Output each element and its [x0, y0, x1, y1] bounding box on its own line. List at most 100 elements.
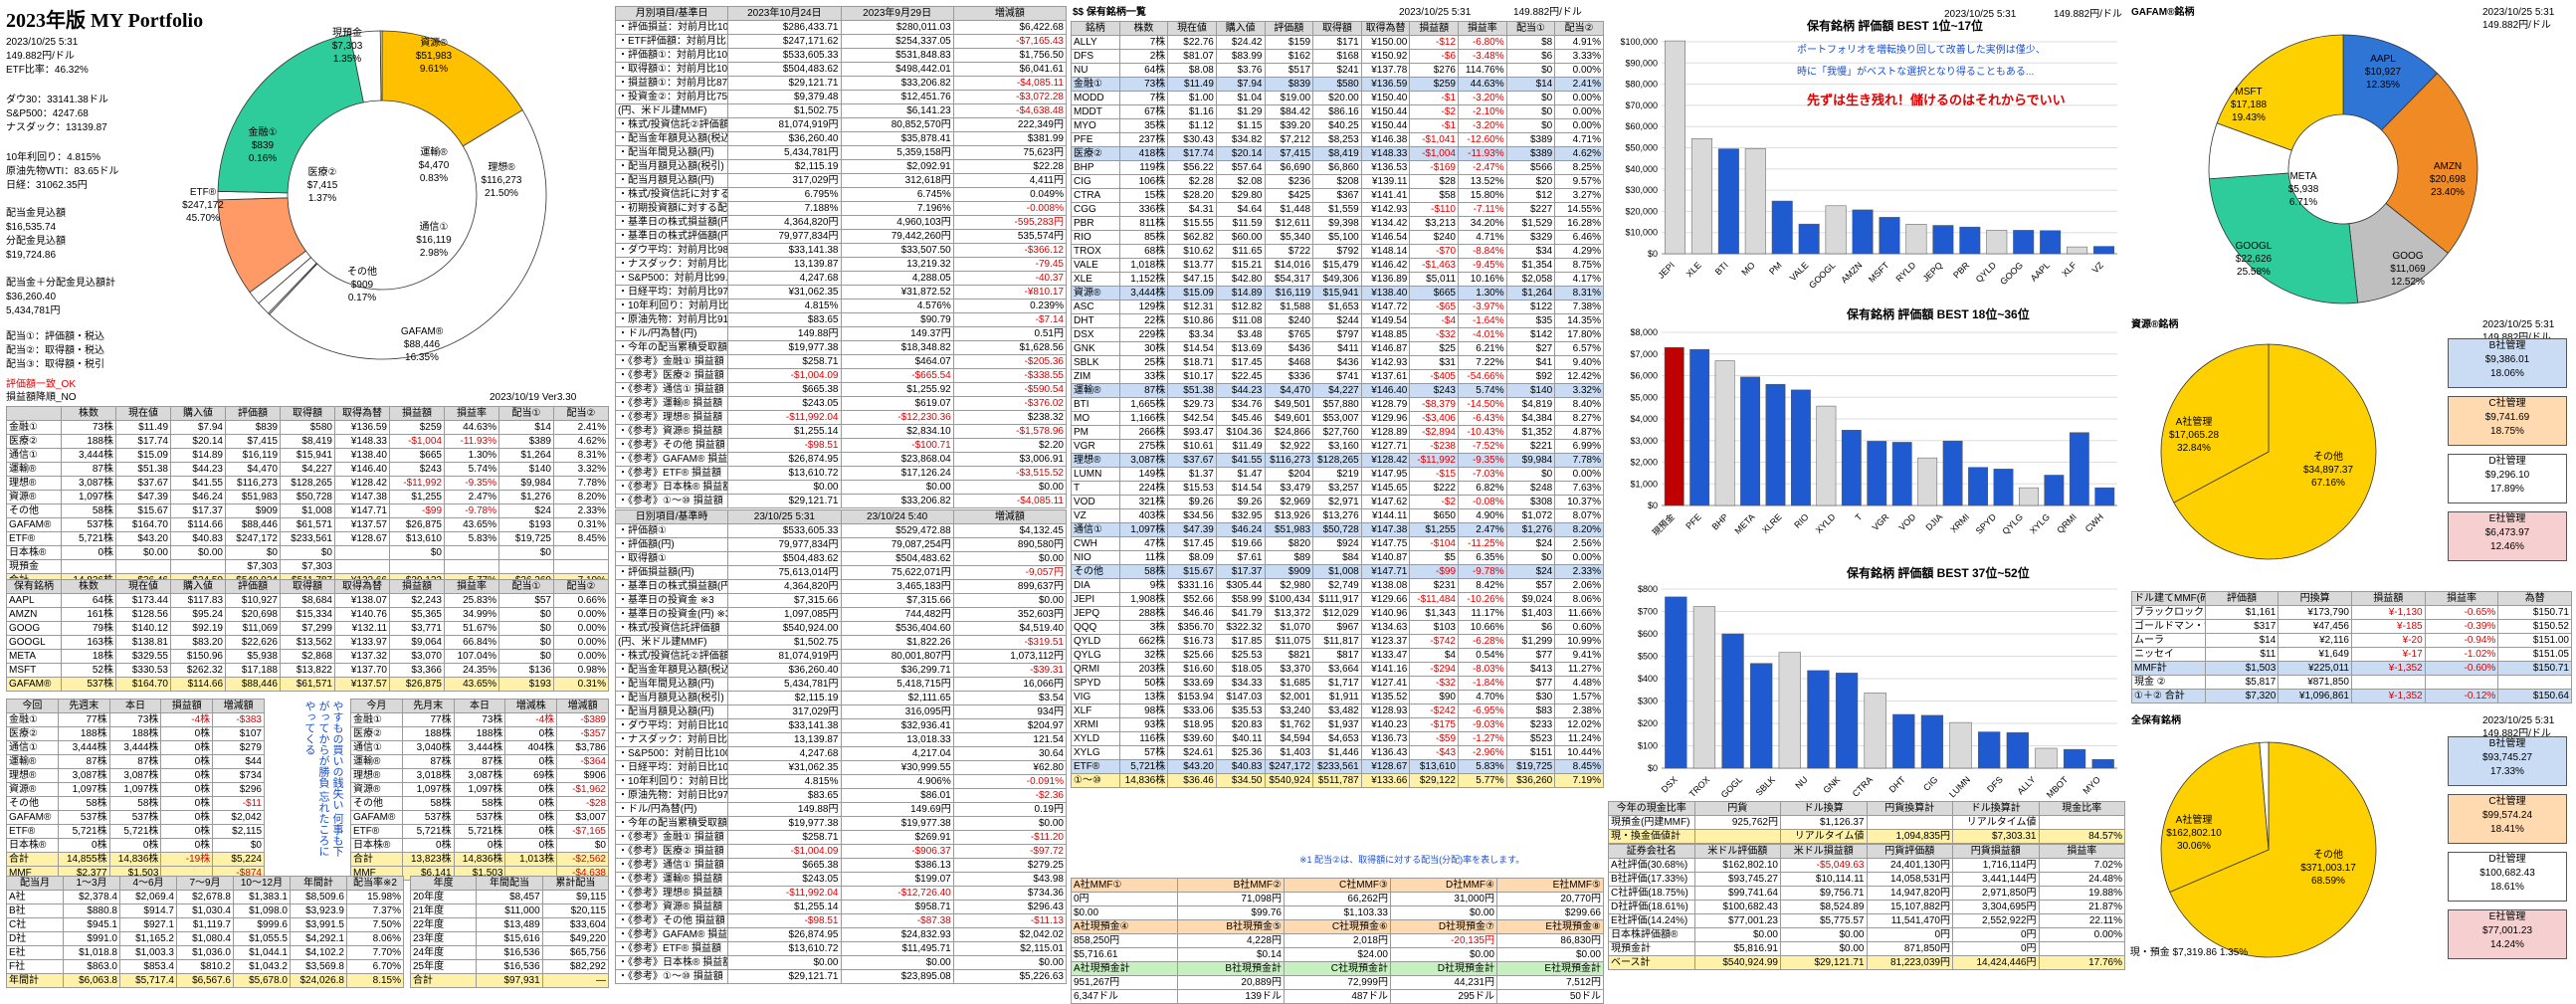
month-cell: -$7,165.43: [952, 34, 1068, 49]
holding-cell: $1.15: [1215, 118, 1266, 133]
mmfbank-row: ブラックロック $1,161 ¥173,790 ¥-1,130 -0.65% $150.7…: [2131, 605, 2572, 620]
holding-cell: $511,787: [1312, 773, 1362, 788]
mmf-cell: 4,228円: [1177, 933, 1285, 948]
holding-cell: $650: [1409, 508, 1459, 523]
monthly-cmp-row: その他 58株 58株 0株 -$28: [350, 796, 609, 811]
holding-cell: $49,501: [1264, 397, 1314, 412]
gafam-cell: $17,188: [225, 663, 281, 678]
holding-subtotal-row: 通信① 1,097株 $47.39 $46.24 $51,983 $50,728 ¥147.…: [1071, 522, 1604, 537]
weekly-cell: 医療②: [6, 726, 59, 741]
sector-cell: 1.30%: [444, 448, 499, 463]
holding-cell: $468: [1264, 355, 1314, 370]
mmf-cell: 6,347ドル: [1071, 989, 1178, 1004]
sector-cell: $1,008: [280, 503, 335, 518]
mmf-cell: D社現預金⑦: [1390, 919, 1497, 934]
holding-cell: 4.71%: [1458, 230, 1507, 245]
gafam-cell: 24.35%: [444, 663, 499, 678]
holding-cell: ¥127.41: [1360, 676, 1411, 691]
holding-cell: その他: [1071, 564, 1120, 579]
holding-row: BTI 1,665株 $29.73 $34.76 $49,501 $57,880 ¥128.…: [1071, 397, 1604, 412]
year-header-cell: 累計配当: [541, 876, 610, 891]
gafam-donut-label-text: 19.43%: [2232, 112, 2266, 123]
sector-cell: $14.89: [170, 448, 226, 463]
chart3-ytick: $500: [1638, 652, 1658, 662]
holding-cell: 1.57%: [1554, 690, 1604, 704]
day-cell: 16,066円: [952, 677, 1068, 692]
sector-cell: $839: [225, 420, 281, 435]
div-val3: $36,260.40: [6, 292, 57, 302]
chart3-ytick: $400: [1638, 674, 1658, 684]
all-holdings-pie-chart: A社管理$162,802.1030.06%その他$371,003.1768.59…: [2130, 741, 2377, 958]
month-cell: 5,434,781円: [727, 145, 842, 160]
mmfbank-cell: $150.71: [2497, 605, 2572, 620]
company-cell: ベース計: [1608, 955, 1695, 970]
holding-row: JEPQ 288株 $46.46 $41.79 $13,372 $12,029 ¥140.9…: [1071, 606, 1604, 621]
sector-row: 現預金 $7,303 $7,303: [6, 559, 609, 574]
holding-cell: 288株: [1118, 606, 1169, 621]
day-cell: ・株式/投資信託②評価額: [614, 649, 729, 664]
all-legend-text: $93,745.27: [2481, 752, 2533, 763]
holding-cell: 275株: [1118, 439, 1169, 454]
chart1-xtick: VZ: [2090, 260, 2106, 276]
holding-cell: $1,299: [1505, 634, 1556, 649]
holding-cell: $19,725: [1505, 759, 1556, 774]
sector-cell: $909: [225, 503, 281, 518]
holding-cell: ¥150.40: [1360, 91, 1411, 105]
holding-cell: $24,866: [1264, 425, 1314, 440]
company-cell: -$5,049.63: [1780, 858, 1868, 873]
mmfbank-cell: [2497, 675, 2572, 690]
monthly-cmp-cell: 理想®: [350, 768, 403, 783]
sector-cell: $17.37: [170, 503, 226, 518]
chart1-ytick: $10,000: [1625, 228, 1658, 238]
holding-cell: VZ: [1071, 508, 1120, 523]
gafam-cell: $262.32: [170, 663, 226, 678]
gafam-donut-label-text: $22,626: [2236, 254, 2273, 265]
holding-cell: $28: [1409, 174, 1459, 189]
holding-cell: -$294: [1409, 662, 1459, 677]
div-cell: F社: [6, 959, 64, 974]
monthly-cmp-subtotal-row: 合計 13,823株 14,836株 1,013株 -$2,562: [350, 852, 609, 867]
holding-cell: $20: [1505, 174, 1556, 189]
holding-row: JEPI 1,908株 $52.66 $58.99 $100,434 $111,917 ¥1…: [1071, 592, 1604, 607]
holding-row: PM 266株 $93.47 $104.36 $24,866 $27,760 ¥128.89…: [1071, 425, 1604, 440]
month-cell: $1,756.50: [952, 48, 1068, 63]
all-legend-text: $77,001.23: [2481, 925, 2533, 936]
year-cell: 合計: [409, 973, 478, 988]
day-cell: -$11,992.04: [727, 886, 842, 901]
holding-cell: $3.34: [1167, 327, 1217, 342]
sector-cell: 73株: [61, 420, 116, 435]
div-row: C社 $945.1 $927.1 $1,119.7 $999.6 $3,991.5 7.50…: [6, 917, 404, 932]
company-header-cell: 円貨損益額: [1952, 844, 2040, 859]
mmf-cell: 2,018円: [1284, 933, 1391, 948]
day-cell: $86.01: [840, 788, 954, 803]
weekly-cell: $2,115: [212, 824, 265, 839]
holding-cell: $12.82: [1215, 300, 1266, 314]
year-cell: $16,536: [476, 959, 543, 974]
holding-cell: $1,559: [1312, 202, 1362, 217]
month-cell: $35,878.41: [840, 131, 954, 146]
mmfbank-header-cell: 損益額: [2350, 591, 2426, 606]
holding-cell: -9.45%: [1458, 258, 1507, 273]
gafam-donut-label-text: AAPL: [2370, 54, 2396, 65]
cash-header-cell: ドル換算: [1780, 801, 1868, 816]
holding-cell: 6.46%: [1554, 230, 1604, 245]
gafam-cell: $114.66: [170, 677, 226, 692]
div-cell: $945.1: [63, 917, 120, 932]
holding-cell: $11,075: [1264, 634, 1314, 649]
gafam-cell: $2,243: [389, 593, 445, 608]
holding-cell: 金融①: [1071, 77, 1120, 92]
holding-cell: $14: [1505, 77, 1556, 92]
sector-row: 資源® 1,097株 $47.39 $46.24 $51,983 $50,728 ¥147.…: [6, 490, 609, 504]
cash-cell: 現・換金価値計: [1608, 829, 1695, 844]
holding-cell: $8.08: [1167, 63, 1217, 78]
holding-cell: $17.37: [1215, 564, 1266, 579]
month-cell: ・損益額①：対前月比87.7%: [614, 76, 729, 91]
cash-cell: $7,303.31: [1952, 829, 2040, 844]
sector-cell: $4,470: [225, 462, 281, 477]
month-cell: $9,379.48: [727, 90, 842, 104]
weekly-cell: 0株: [160, 810, 214, 825]
sector-cell: $193: [498, 517, 554, 532]
year-cell: $8,457: [476, 890, 543, 904]
